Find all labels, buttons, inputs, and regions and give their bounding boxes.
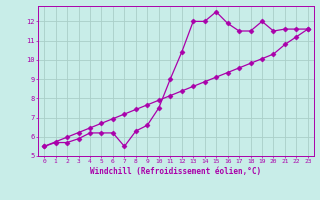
X-axis label: Windchill (Refroidissement éolien,°C): Windchill (Refroidissement éolien,°C) — [91, 167, 261, 176]
